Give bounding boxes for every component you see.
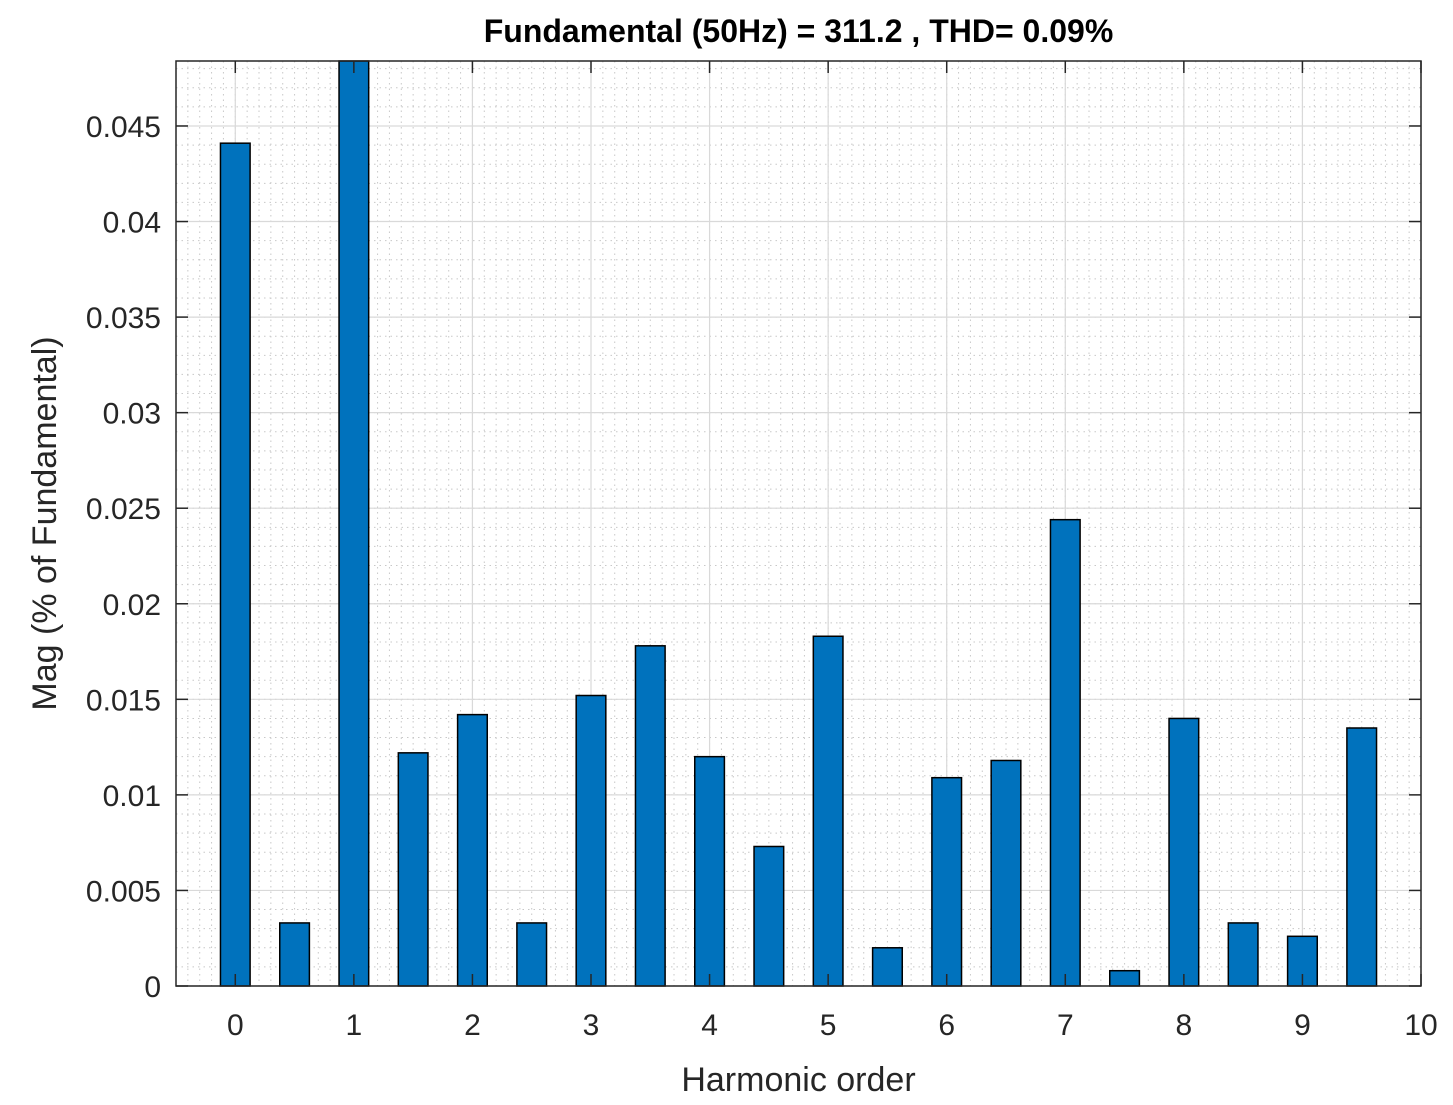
x-tick-label: 0 [227, 1009, 244, 1042]
y-tick-label: 0 [144, 971, 161, 1004]
bar [812, 635, 844, 987]
x-tick-label: 7 [1057, 1009, 1074, 1042]
bar [397, 752, 429, 987]
bar [219, 142, 251, 987]
y-tick-label: 0.02 [103, 589, 161, 622]
x-tick-label: 4 [701, 1009, 718, 1042]
bar [1049, 518, 1081, 987]
x-tick-labels: 0 1 2 3 4 5 6 7 8 9 10 [227, 1009, 1438, 1042]
bar [1227, 922, 1259, 987]
bar [990, 759, 1022, 987]
y-axis-label: Mag (% of Fundamental) [26, 336, 64, 710]
y-tick-label: 0.01 [103, 780, 161, 813]
x-tick-label: 2 [464, 1009, 481, 1042]
bar [456, 713, 489, 987]
bar [575, 694, 607, 987]
chart-title: Fundamental (50Hz) = 311.2 , THD= 0.09% [484, 13, 1114, 49]
bar [1346, 727, 1378, 987]
y-tick-label: 0.015 [86, 684, 161, 717]
bar [1109, 969, 1141, 987]
y-tick-label: 0.035 [86, 302, 161, 335]
plot-area [176, 61, 1421, 986]
bar [279, 922, 311, 987]
x-tick-label: 8 [1176, 1009, 1193, 1042]
x-tick-label: 10 [1404, 1009, 1437, 1042]
bar [634, 645, 666, 987]
y-tick-label: 0.03 [103, 398, 161, 431]
x-tick-label: 3 [583, 1009, 600, 1042]
bar [1168, 717, 1200, 987]
bar [871, 947, 903, 987]
x-tick-label: 5 [820, 1009, 837, 1042]
y-tick-labels: 0 0.005 0.01 0.015 0.02 0.025 0.03 0.035 0.04 0.0… [86, 111, 161, 1004]
x-tick-label: 6 [938, 1009, 955, 1042]
bar [516, 922, 548, 987]
ticks-group [176, 61, 1422, 987]
y-tick-label: 0.025 [86, 493, 161, 526]
y-tick-label: 0.005 [86, 875, 161, 908]
x-tick-label: 1 [346, 1009, 363, 1042]
y-tick-label: 0.045 [86, 111, 161, 144]
bar [753, 845, 785, 987]
bar [694, 755, 726, 987]
y-tick-label: 0.04 [103, 207, 161, 240]
x-tick-label: 9 [1294, 1009, 1311, 1042]
axes-frame [175, 60, 1422, 987]
x-axis-label: Harmonic order [681, 1061, 915, 1099]
bar [338, 60, 370, 987]
bars-group [219, 60, 1378, 987]
bar [931, 776, 963, 987]
